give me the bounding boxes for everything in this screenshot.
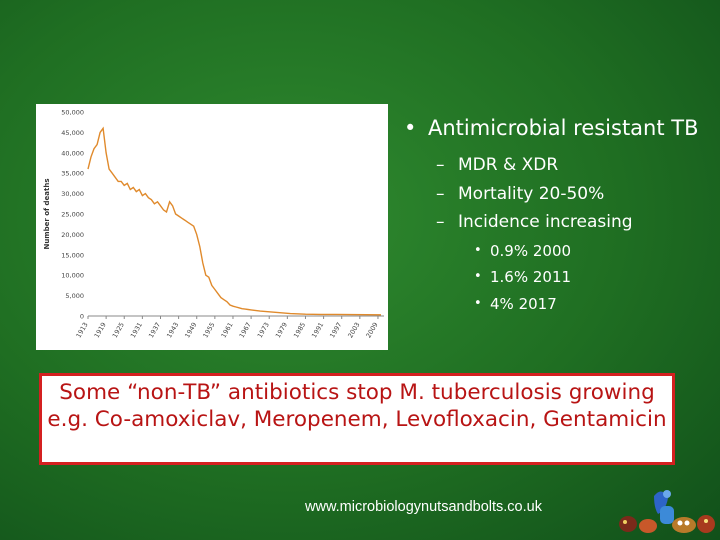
x-tick-label: 1967 <box>238 321 253 339</box>
sub-bullet: – Incidence increasing <box>398 208 708 237</box>
bullet-dot-icon: • <box>474 295 482 311</box>
sub-bullet: – MDR & XDR <box>398 151 708 180</box>
dash-icon: – <box>436 183 445 204</box>
y-tick-label: 50,000 <box>61 109 84 117</box>
sub-sub-bullet-text: 4% 2017 <box>490 294 557 313</box>
y-tick-label: 5,000 <box>65 292 84 300</box>
sub-bullet-text: MDR & XDR <box>458 155 559 175</box>
y-tick-label: 10,000 <box>61 272 84 280</box>
microbe-cartoon-icon <box>619 490 715 533</box>
x-tick-label: 1997 <box>328 321 343 339</box>
sub-sub-bullet: • 4% 2017 <box>398 291 708 318</box>
deaths-line-chart: 0 5,000 10,000 15,000 20,000 25,000 30,000 35,0… <box>43 109 384 339</box>
bullet-dot-icon: • <box>474 242 482 258</box>
sub-sub-bullet: • 1.6% 2011 <box>398 264 708 291</box>
y-tick-label: 15,000 <box>61 251 84 259</box>
sub-sub-bullet-text: 0.9% 2000 <box>490 241 572 260</box>
y-tick-label: 35,000 <box>61 170 84 178</box>
sub-bullet-text: Mortality 20-50% <box>458 183 605 204</box>
sub-bullet: – Mortality 20-50% <box>398 180 708 209</box>
y-tick-label: 25,000 <box>61 211 84 219</box>
y-axis-label: Number of deaths <box>43 178 51 249</box>
x-tick-label: 2003 <box>346 321 361 339</box>
callout-text: Some “non-TB” antibiotics stop M. tuberc… <box>47 380 667 432</box>
bullet-dot-icon: • <box>404 116 417 140</box>
y-tick-label: 45,000 <box>61 129 84 137</box>
sub-bullet-text: Incidence increasing <box>458 212 633 232</box>
x-tick-label: 1955 <box>201 321 216 339</box>
callout-box: Some “non-TB” antibiotics stop M. tuberc… <box>39 373 675 465</box>
sub-sub-bullet-list: • 0.9% 2000 • 1.6% 2011 • 4% 2017 <box>398 238 708 318</box>
y-tick-label: 20,000 <box>61 231 84 239</box>
x-tick-label: 1931 <box>129 321 144 339</box>
series-line-deaths <box>87 126 382 316</box>
x-tick-label: 1949 <box>183 321 198 339</box>
bullet-main-text: Antimicrobial resistant TB <box>428 116 699 140</box>
x-tick-label: 1925 <box>111 321 126 339</box>
y-axis-ticks: 0 5,000 10,000 15,000 20,000 25,000 30,000 35,0… <box>61 109 84 321</box>
x-tick-label: 1973 <box>256 321 271 339</box>
x-tick-label: 1937 <box>147 321 162 339</box>
sub-bullet-list: – MDR & XDR – Mortality 20-50% – Inciden… <box>398 151 708 237</box>
bullet-dot-icon: • <box>474 269 482 284</box>
x-axis-ticks: 1913 1919 1925 1931 1937 1943 1949 1955 1961 1967… <box>75 316 380 339</box>
footer-url: www.microbiologynutsandbolts.co.uk <box>305 499 542 515</box>
x-tick-label: 1961 <box>220 321 235 339</box>
bullet-main: • Antimicrobial resistant TB <box>398 114 708 142</box>
dash-icon: – <box>436 212 445 232</box>
x-tick-label: 1991 <box>310 321 325 339</box>
chart-panel: 0 5,000 10,000 15,000 20,000 25,000 30,000 35,0… <box>36 104 388 350</box>
x-tick-label: 2009 <box>364 321 379 339</box>
x-tick-label: 1979 <box>274 321 289 339</box>
sub-sub-bullet: • 0.9% 2000 <box>398 238 708 265</box>
y-tick-label: 40,000 <box>61 149 84 157</box>
x-tick-label: 1913 <box>75 321 90 339</box>
y-tick-label: 30,000 <box>61 190 84 198</box>
x-tick-label: 1985 <box>292 321 307 339</box>
x-tick-label: 1943 <box>165 321 180 339</box>
sub-sub-bullet-text: 1.6% 2011 <box>490 268 572 286</box>
bullet-list: • Antimicrobial resistant TB – MDR & XDR… <box>398 114 708 317</box>
dash-icon: – <box>436 155 445 175</box>
y-tick-label: 0 <box>80 313 84 321</box>
x-tick-label: 1919 <box>93 321 108 339</box>
